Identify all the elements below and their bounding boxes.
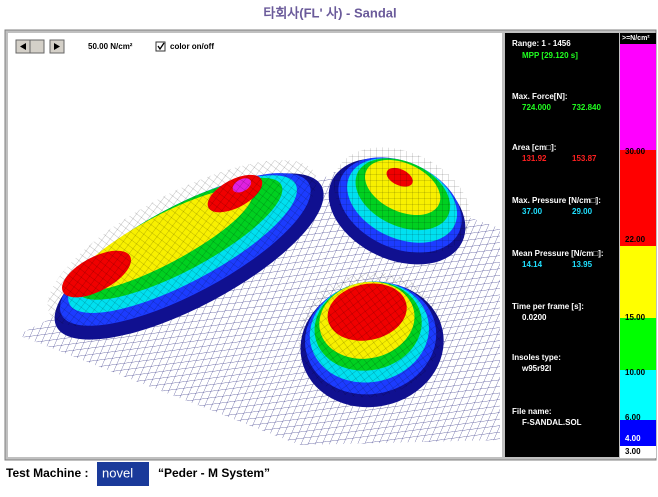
field-label: Mean Pressure [N/cm□]: — [512, 249, 604, 258]
field-value: 13.95 — [572, 260, 593, 269]
legend-label: 10.00 — [625, 368, 646, 377]
info-panel — [505, 33, 619, 457]
field-value: 0.0200 — [522, 313, 547, 322]
legend-band — [620, 446, 656, 458]
color-legend: >=N/cm² 30.00 22.00 15.00 10.00 6.00 4.00 3.00 — [620, 33, 656, 458]
legend-band — [620, 370, 656, 420]
mpp: MPP [29.120 s] — [522, 51, 578, 60]
slider[interactable] — [29, 39, 45, 54]
legend-label: 22.00 — [625, 235, 646, 244]
field-label: Max. Force[N]: — [512, 92, 568, 101]
field-label: Max. Pressure [N/cm□]: — [512, 196, 601, 205]
checkbox-label: color on/off — [170, 42, 214, 51]
field-value: 29.00 — [572, 207, 593, 216]
legend-label: 4.00 — [625, 434, 641, 443]
field-value: F-SANDAL.SOL — [522, 418, 582, 427]
legend-band — [620, 420, 656, 446]
scale-value: 50.00 N/cm² — [88, 42, 133, 51]
legend-unit: >=N/cm² — [622, 35, 650, 42]
field-value: 724.000 — [522, 103, 551, 112]
field-value: 131.92 — [522, 154, 547, 163]
field-label: Insoles type: — [512, 353, 561, 362]
legend-label: 15.00 — [625, 313, 646, 322]
legend-label: 30.00 — [625, 147, 646, 156]
logo-text: novel — [102, 465, 133, 480]
field-value: 37.00 — [522, 207, 543, 216]
field-value: w95r92l — [521, 364, 551, 373]
legend-band — [620, 318, 656, 370]
legend-label: 6.00 — [625, 413, 641, 422]
legend-header — [620, 33, 656, 44]
right-foot-front — [298, 272, 444, 408]
field-label: File name: — [512, 407, 552, 416]
field-label: Area [cm□]: — [512, 143, 556, 152]
range: Range: 1 - 1456 — [512, 39, 571, 48]
field-value: 14.14 — [522, 260, 543, 269]
legend-label: 3.00 — [625, 447, 641, 456]
legend-band — [620, 150, 656, 246]
toolbar: 50.00 N/cm² color on/off — [15, 39, 214, 54]
right-foot-back — [328, 147, 471, 265]
field-value: 153.87 — [572, 154, 597, 163]
fields: Max. Force[N]: 724.000 732.840 Area [cm□]: 1… — [512, 92, 604, 427]
footer: Test Machine : novel “Peder - M System” — [6, 462, 270, 486]
legend-band — [620, 246, 656, 318]
logo — [97, 462, 149, 486]
legend-band — [620, 44, 656, 150]
left-foot — [47, 160, 324, 340]
checkbox[interactable] — [155, 41, 166, 52]
title: 타회사(FL' 사) - Sandal — [263, 5, 396, 20]
pressure-plot — [18, 147, 500, 445]
field-value: 732.840 — [572, 103, 601, 112]
field-label: Time per frame [s]: — [512, 302, 584, 311]
system-name: “Peder - M System” — [158, 466, 270, 480]
machine-label: Test Machine : — [6, 466, 88, 480]
